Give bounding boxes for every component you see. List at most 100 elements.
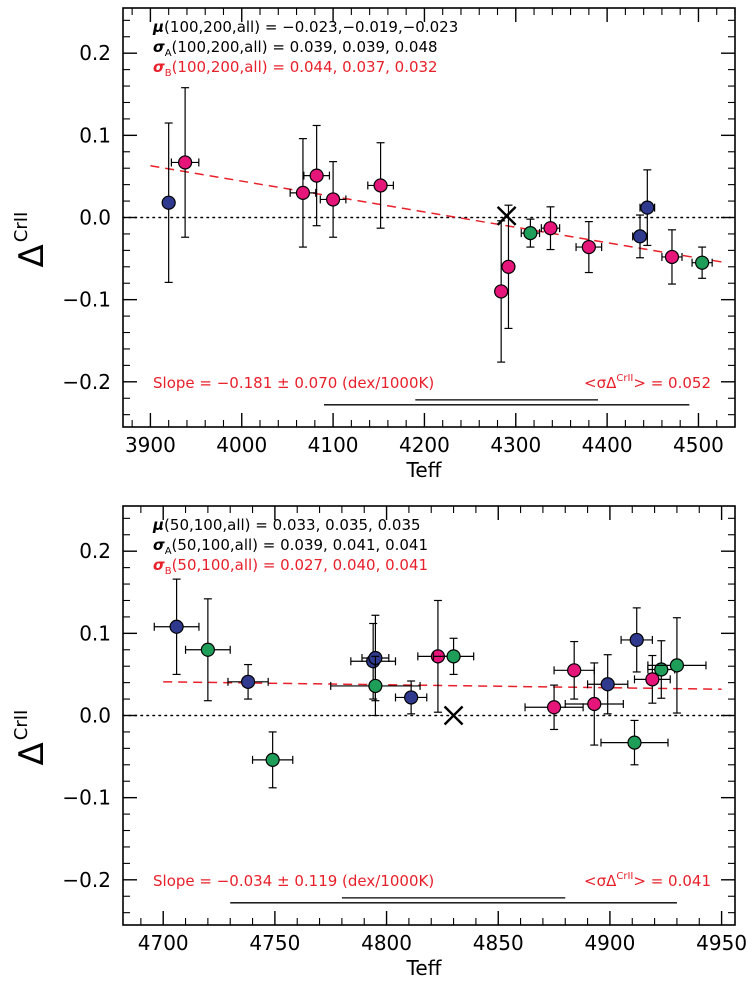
y-tick-label: 0.0 <box>79 704 111 728</box>
data-point <box>600 719 669 766</box>
x-axis-label: Teff <box>406 956 443 980</box>
data-point-marker <box>567 663 582 678</box>
data-point <box>564 662 624 746</box>
data-point <box>501 204 516 330</box>
data-point-marker <box>629 632 644 648</box>
x-marker-stroke <box>443 705 464 726</box>
data-point-marker <box>295 185 311 200</box>
data-point <box>524 684 584 731</box>
chart-panel-2: 4700 4750 4800 4850 4900 4950 −0.2 −0.1 0.0 0.1 0.… <box>11 505 747 980</box>
data-point-marker <box>654 662 669 677</box>
data-point-marker <box>587 696 602 712</box>
y-tick-label: −0.2 <box>62 868 111 892</box>
data-point <box>633 654 671 704</box>
x-tick-label: 4100 <box>308 433 359 457</box>
data-point-marker <box>581 239 596 255</box>
y-tick-label: 0.1 <box>79 621 111 645</box>
data-point <box>170 87 200 238</box>
data-point <box>330 655 421 717</box>
data-point <box>639 169 656 247</box>
x-tick-label: 4850 <box>473 931 524 955</box>
data-point-marker <box>543 221 558 236</box>
reference-x-marker <box>443 705 464 726</box>
data-point-marker <box>325 192 341 207</box>
slope-annotation: Slope = −0.034 ± 0.119 (dex/1000K) <box>153 872 434 890</box>
data-point-marker <box>240 674 256 689</box>
data-point-marker <box>169 619 184 634</box>
data-point-marker <box>501 259 516 274</box>
y-axis-label: ΔCrII <box>11 212 52 268</box>
fit-line <box>163 681 722 690</box>
y-tick-label: 0.2 <box>79 41 111 65</box>
x-tick-label: 4000 <box>216 433 267 457</box>
data-point <box>432 637 475 676</box>
reference-x-marker <box>496 206 517 226</box>
data-point-marker <box>446 649 461 664</box>
data-point-marker <box>695 255 710 270</box>
data-point <box>620 607 653 673</box>
data-point <box>289 138 317 248</box>
y-tick-label: 0.1 <box>79 123 111 147</box>
x-tick-label: 4200 <box>399 433 450 457</box>
stats-line-3: σB(50,100,all) = 0.027, 0.040, 0.041 <box>153 556 428 577</box>
data-point-marker <box>373 178 388 193</box>
chart-panel-1: 3900 4000 4100 4200 4300 4400 4500 −0.2 −0.1 0.0 0… <box>11 7 736 482</box>
x-tick-label: 3900 <box>125 433 176 457</box>
stats-line-2: σA(50,100,all) = 0.039, 0.041, 0.041 <box>153 536 428 557</box>
x-tick-label: 4950 <box>696 931 747 955</box>
data-point-marker <box>200 642 215 657</box>
data-point <box>494 220 509 363</box>
x-tick-label: 4400 <box>582 433 633 457</box>
y-tick-label: 0.0 <box>79 206 111 230</box>
data-point <box>153 578 200 676</box>
data-point <box>575 221 603 274</box>
stats-line-1: μ(100,200,all) = −0.023,−0.019,−0.023 <box>152 18 458 36</box>
data-point <box>367 142 394 229</box>
mean-sigma-annotation: <σΔCrII> = 0.041 <box>584 871 711 890</box>
data-point <box>161 122 176 284</box>
data-point <box>691 246 713 279</box>
data-point-marker <box>669 658 685 673</box>
y-tick-label: 0.2 <box>79 539 111 563</box>
data-point-marker <box>546 700 562 715</box>
data-point-marker <box>178 155 193 170</box>
stats-line-1: μ(50,100,all) = 0.033, 0.035, 0.035 <box>152 516 421 534</box>
data-point <box>251 731 294 789</box>
y-tick-label: −0.1 <box>62 786 111 810</box>
data-point-marker <box>600 677 615 692</box>
y-axis-label: ΔCrII <box>11 710 52 766</box>
data-point <box>227 663 269 700</box>
x-marker-stroke <box>496 206 517 226</box>
data-point-marker <box>161 195 176 210</box>
x-tick-label: 4500 <box>673 433 724 457</box>
x-axis-label: Teff <box>406 458 443 482</box>
x-tick-label: 4900 <box>584 931 635 955</box>
data-point-marker <box>265 752 280 767</box>
data-point-marker <box>664 249 680 265</box>
fit-line <box>150 165 726 264</box>
data-point <box>632 214 648 259</box>
data-point <box>520 218 541 248</box>
y-tick-label: −0.1 <box>62 288 111 312</box>
x-tick-label: 4750 <box>249 931 300 955</box>
y-tick-label: −0.2 <box>62 370 111 394</box>
data-point-marker <box>523 226 538 241</box>
data-point-marker <box>645 672 660 687</box>
data-point <box>586 654 629 715</box>
data-point <box>303 124 331 227</box>
data-point <box>553 640 595 700</box>
mean-sigma-annotation: <σΔCrII> = 0.052 <box>584 373 711 392</box>
data-point-marker <box>632 229 648 244</box>
stats-line-3: σB(100,200,all) = 0.044, 0.037, 0.032 <box>153 58 438 79</box>
data-point <box>184 598 231 702</box>
x-tick-label: 4800 <box>361 931 412 955</box>
data-point-marker <box>494 284 509 299</box>
data-point <box>661 229 683 285</box>
x-tick-label: 4300 <box>490 433 541 457</box>
data-point-marker <box>404 690 419 705</box>
slope-annotation: Slope = −0.181 ± 0.070 (dex/1000K) <box>153 374 434 392</box>
data-point <box>394 680 428 715</box>
data-point <box>647 617 707 714</box>
x-tick-label: 4700 <box>138 931 189 955</box>
